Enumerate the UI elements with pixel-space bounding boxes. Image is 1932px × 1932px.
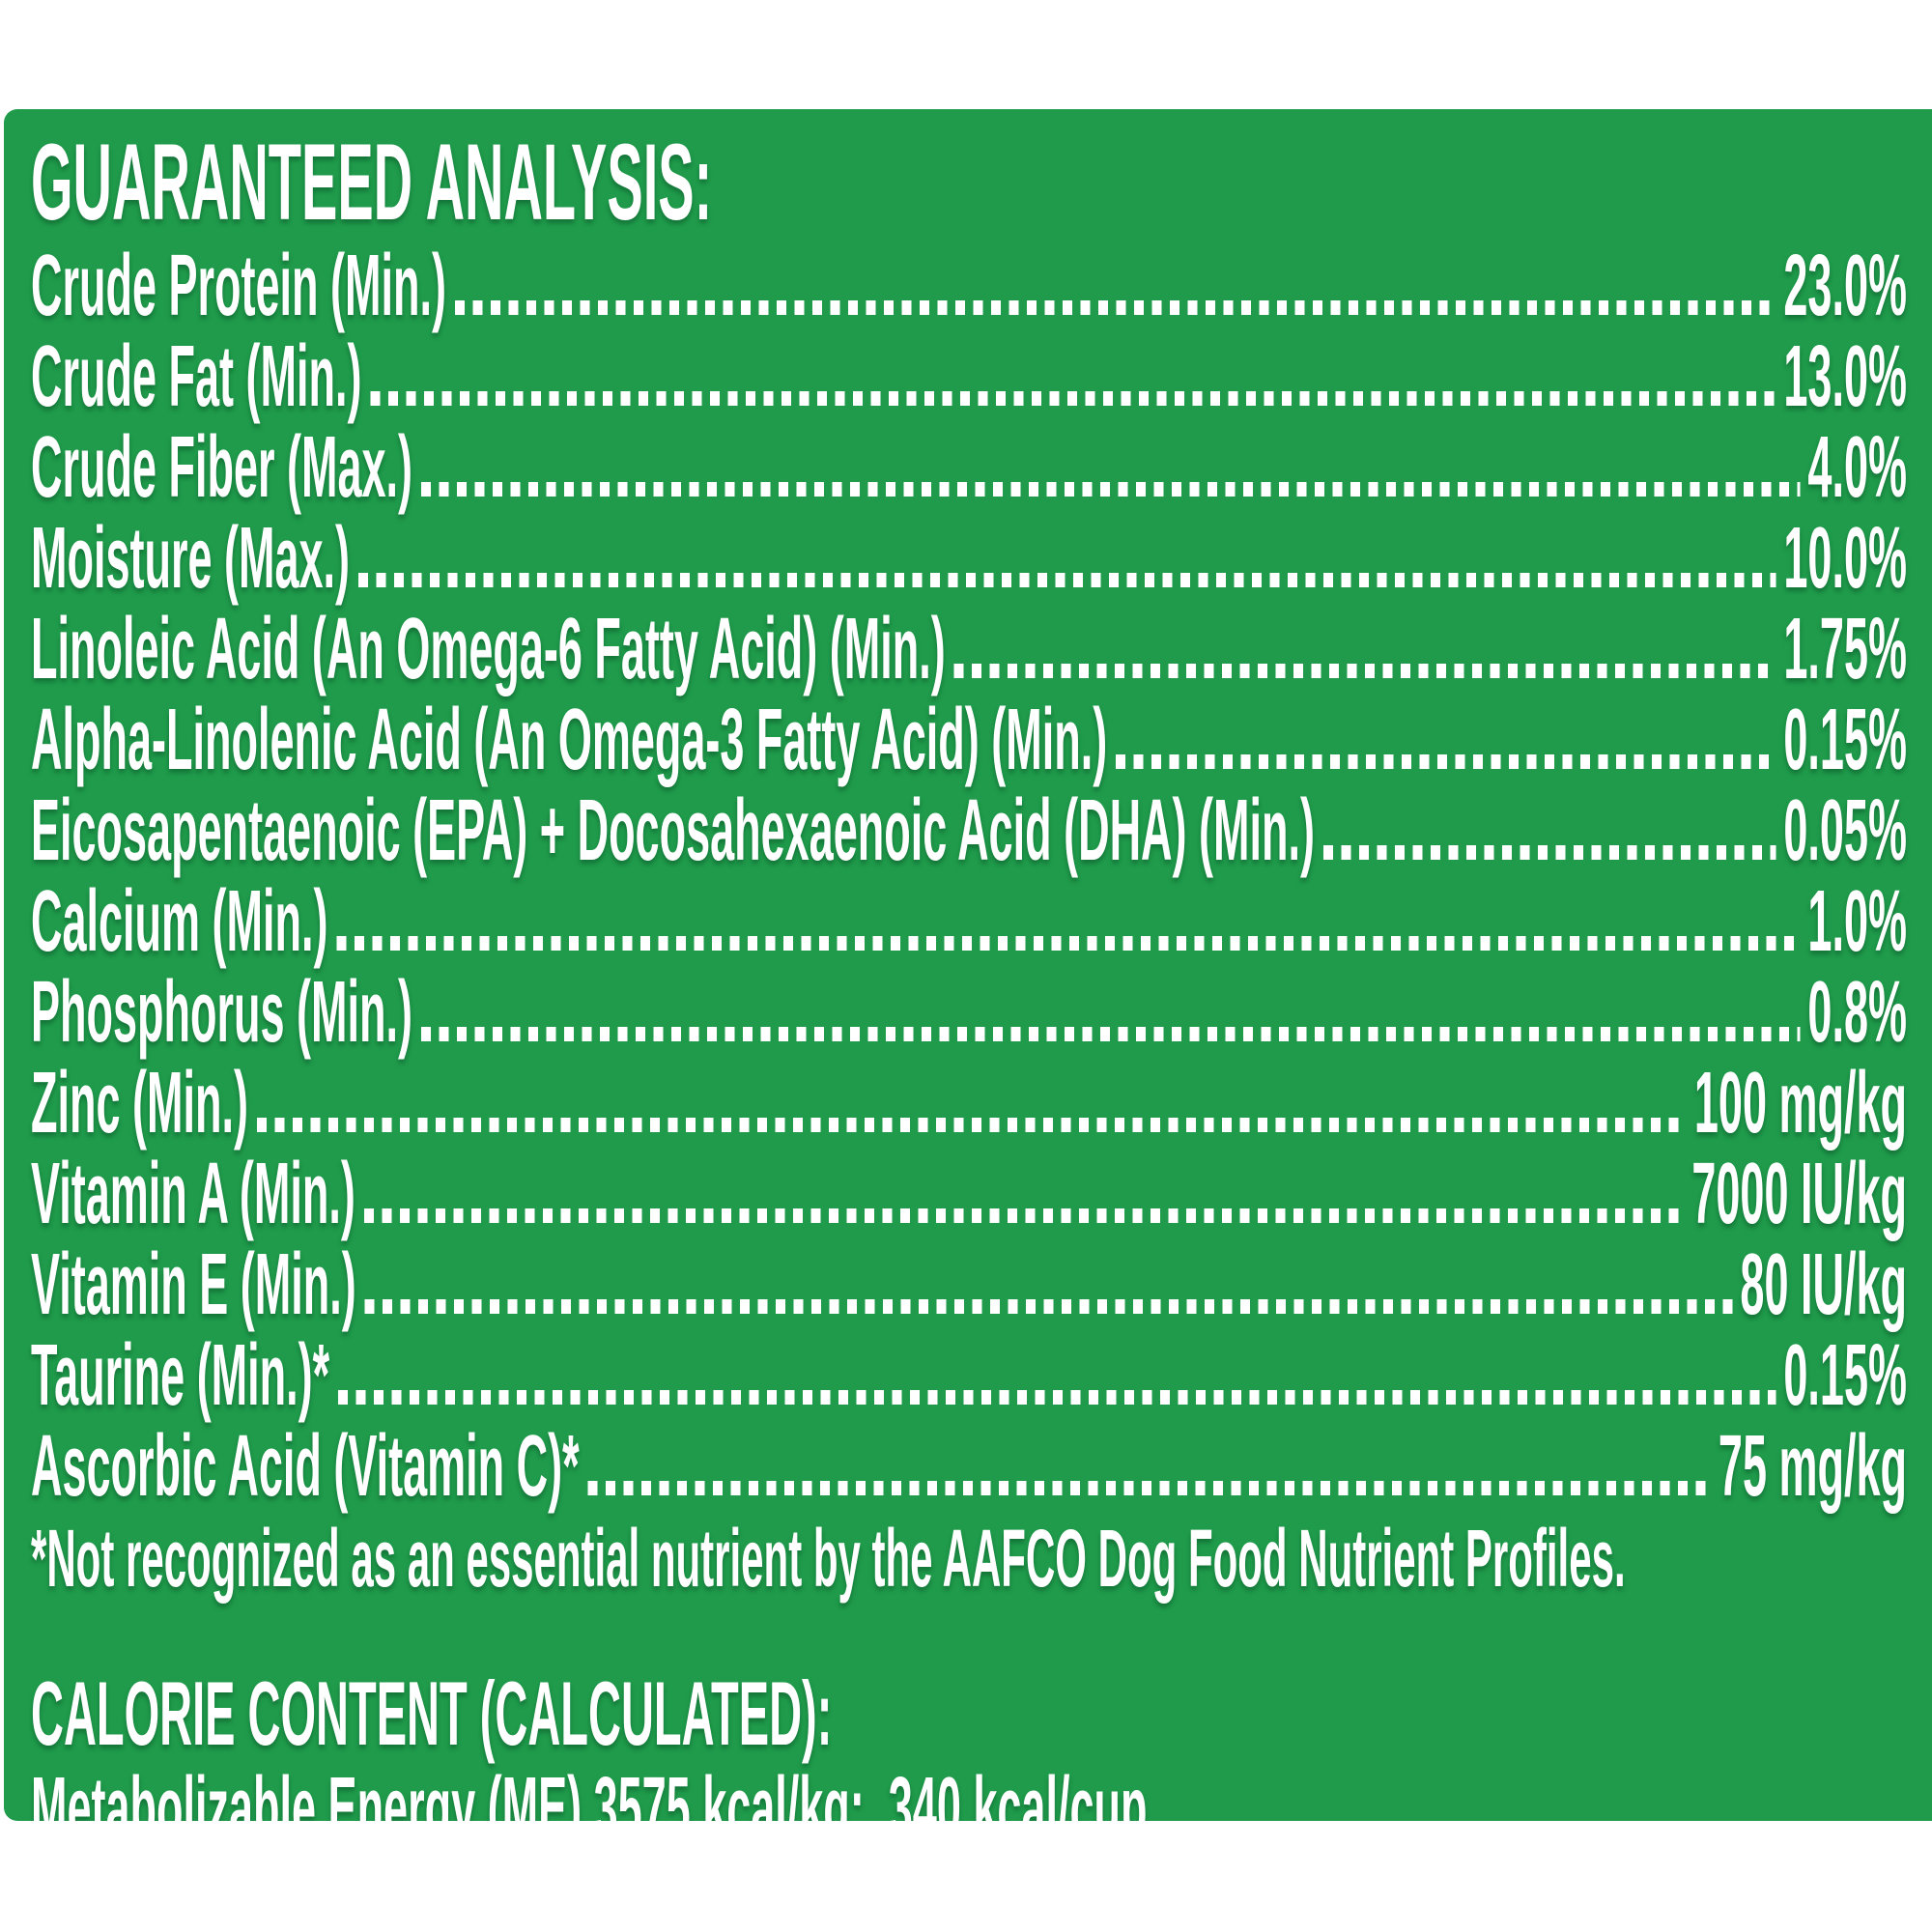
dot-leader xyxy=(338,1390,1776,1405)
nutrient-label: Moisture (Max.) xyxy=(31,510,351,607)
nutrient-value: 13.0% xyxy=(1783,328,1907,425)
nutrient-value: 4.0% xyxy=(1807,419,1907,516)
nutrient-label: Vitamin E (Min.) xyxy=(31,1236,356,1333)
nutrient-value: 1.75% xyxy=(1783,601,1907,697)
nutrient-label: Crude Fat (Min.) xyxy=(31,328,362,425)
analysis-row: Moisture (Max.) 10.0% xyxy=(31,513,1907,604)
analysis-rows: Crude Protein (Min.) 23.0% Crude Fat (Min.… xyxy=(31,241,1907,1512)
nutrient-label: Eicosapentaenoic (EPA) + Docosahexaenoic… xyxy=(31,782,1315,879)
analysis-row: Alpha-Linolenic Acid (An Omega-3 Fatty A… xyxy=(31,695,1907,785)
analysis-row: Crude Fiber (Max.) 4.0% xyxy=(31,422,1907,513)
dot-leader xyxy=(370,391,1776,406)
dot-leader xyxy=(587,1481,1711,1495)
analysis-row: Taurine (Min.)* 0.15% xyxy=(31,1330,1907,1421)
analysis-row: Ascorbic Acid (Vitamin C)* 75 mg/kg xyxy=(31,1421,1907,1512)
nutrient-label: Zinc (Min.) xyxy=(31,1055,248,1151)
nutrient-label: Crude Fiber (Max.) xyxy=(31,419,413,516)
dot-leader xyxy=(1323,845,1776,860)
dot-leader xyxy=(363,1208,1685,1223)
nutrient-value: 7000 IU/kg xyxy=(1691,1146,1907,1242)
guaranteed-analysis-title: GUARANTEED ANALYSIS: xyxy=(31,122,713,242)
analysis-row: Linoleic Acid (An Omega-6 Fatty Acid) (M… xyxy=(31,604,1907,695)
dot-leader xyxy=(358,573,1776,587)
calorie-content-heading: CALORIE CONTENT (CALCULATED): xyxy=(31,1662,833,1764)
nutrient-value: 80 IU/kg xyxy=(1740,1236,1907,1333)
nutrient-value: 0.05% xyxy=(1783,782,1907,879)
dot-leader xyxy=(364,1299,1733,1314)
nutrient-label: Vitamin A (Min.) xyxy=(31,1146,355,1242)
footnote: *Not recognized as an essential nutrient… xyxy=(31,1513,1626,1604)
nutrient-label: Calcium (Min.) xyxy=(31,873,328,970)
analysis-row: Crude Fat (Min.) 13.0% xyxy=(31,331,1907,422)
nutrient-label: Phosphorus (Min.) xyxy=(31,964,412,1061)
analysis-row: Eicosapentaenoic (EPA) + Docosahexaenoic… xyxy=(31,785,1907,876)
nutrient-label: Alpha-Linolenic Acid (An Omega-3 Fatty A… xyxy=(31,692,1108,788)
analysis-row: Vitamin E (Min.) 80 IU/kg xyxy=(31,1239,1907,1330)
nutrient-label: Crude Protein (Min.) xyxy=(31,238,446,334)
nutrient-label: Taurine (Min.)* xyxy=(31,1327,330,1424)
nutrient-value: 0.8% xyxy=(1807,964,1907,1061)
nutrient-value: 10.0% xyxy=(1783,510,1907,607)
metabolizable-energy-line: Metabolizable Energy (ME) 3575 kcal/kg; … xyxy=(31,1760,1148,1821)
dot-leader xyxy=(1116,754,1776,769)
nutrient-value: 1.0% xyxy=(1807,873,1907,970)
dot-leader xyxy=(420,1027,1801,1041)
dot-leader xyxy=(256,1118,1687,1132)
analysis-row: Crude Protein (Min.) 23.0% xyxy=(31,241,1907,331)
analysis-row: Phosphorus (Min.) 0.8% xyxy=(31,967,1907,1058)
nutrient-value: 23.0% xyxy=(1783,238,1907,334)
nutrient-label: Ascorbic Acid (Vitamin C)* xyxy=(31,1418,580,1515)
nutrient-value: 0.15% xyxy=(1783,1327,1907,1424)
nutrient-value: 75 mg/kg xyxy=(1718,1418,1907,1515)
analysis-row: Calcium (Min.) 1.0% xyxy=(31,876,1907,967)
nutrient-value: 0.15% xyxy=(1783,692,1907,788)
dot-leader xyxy=(454,300,1776,315)
nutrient-label: Linoleic Acid (An Omega-6 Fatty Acid) (M… xyxy=(31,601,946,697)
calorie-content-section: CALORIE CONTENT (CALCULATED): Metaboliza… xyxy=(31,1662,1907,1822)
nutrient-value: 100 mg/kg xyxy=(1693,1055,1907,1151)
dot-leader xyxy=(336,936,1801,951)
dot-leader xyxy=(953,664,1776,678)
analysis-row: Zinc (Min.) 100 mg/kg xyxy=(31,1058,1907,1149)
guaranteed-analysis-panel: GUARANTEED ANALYSIS: Crude Protein (Min.… xyxy=(4,109,1932,1821)
analysis-row: Vitamin A (Min.) 7000 IU/kg xyxy=(31,1149,1907,1239)
dot-leader xyxy=(421,482,1801,497)
